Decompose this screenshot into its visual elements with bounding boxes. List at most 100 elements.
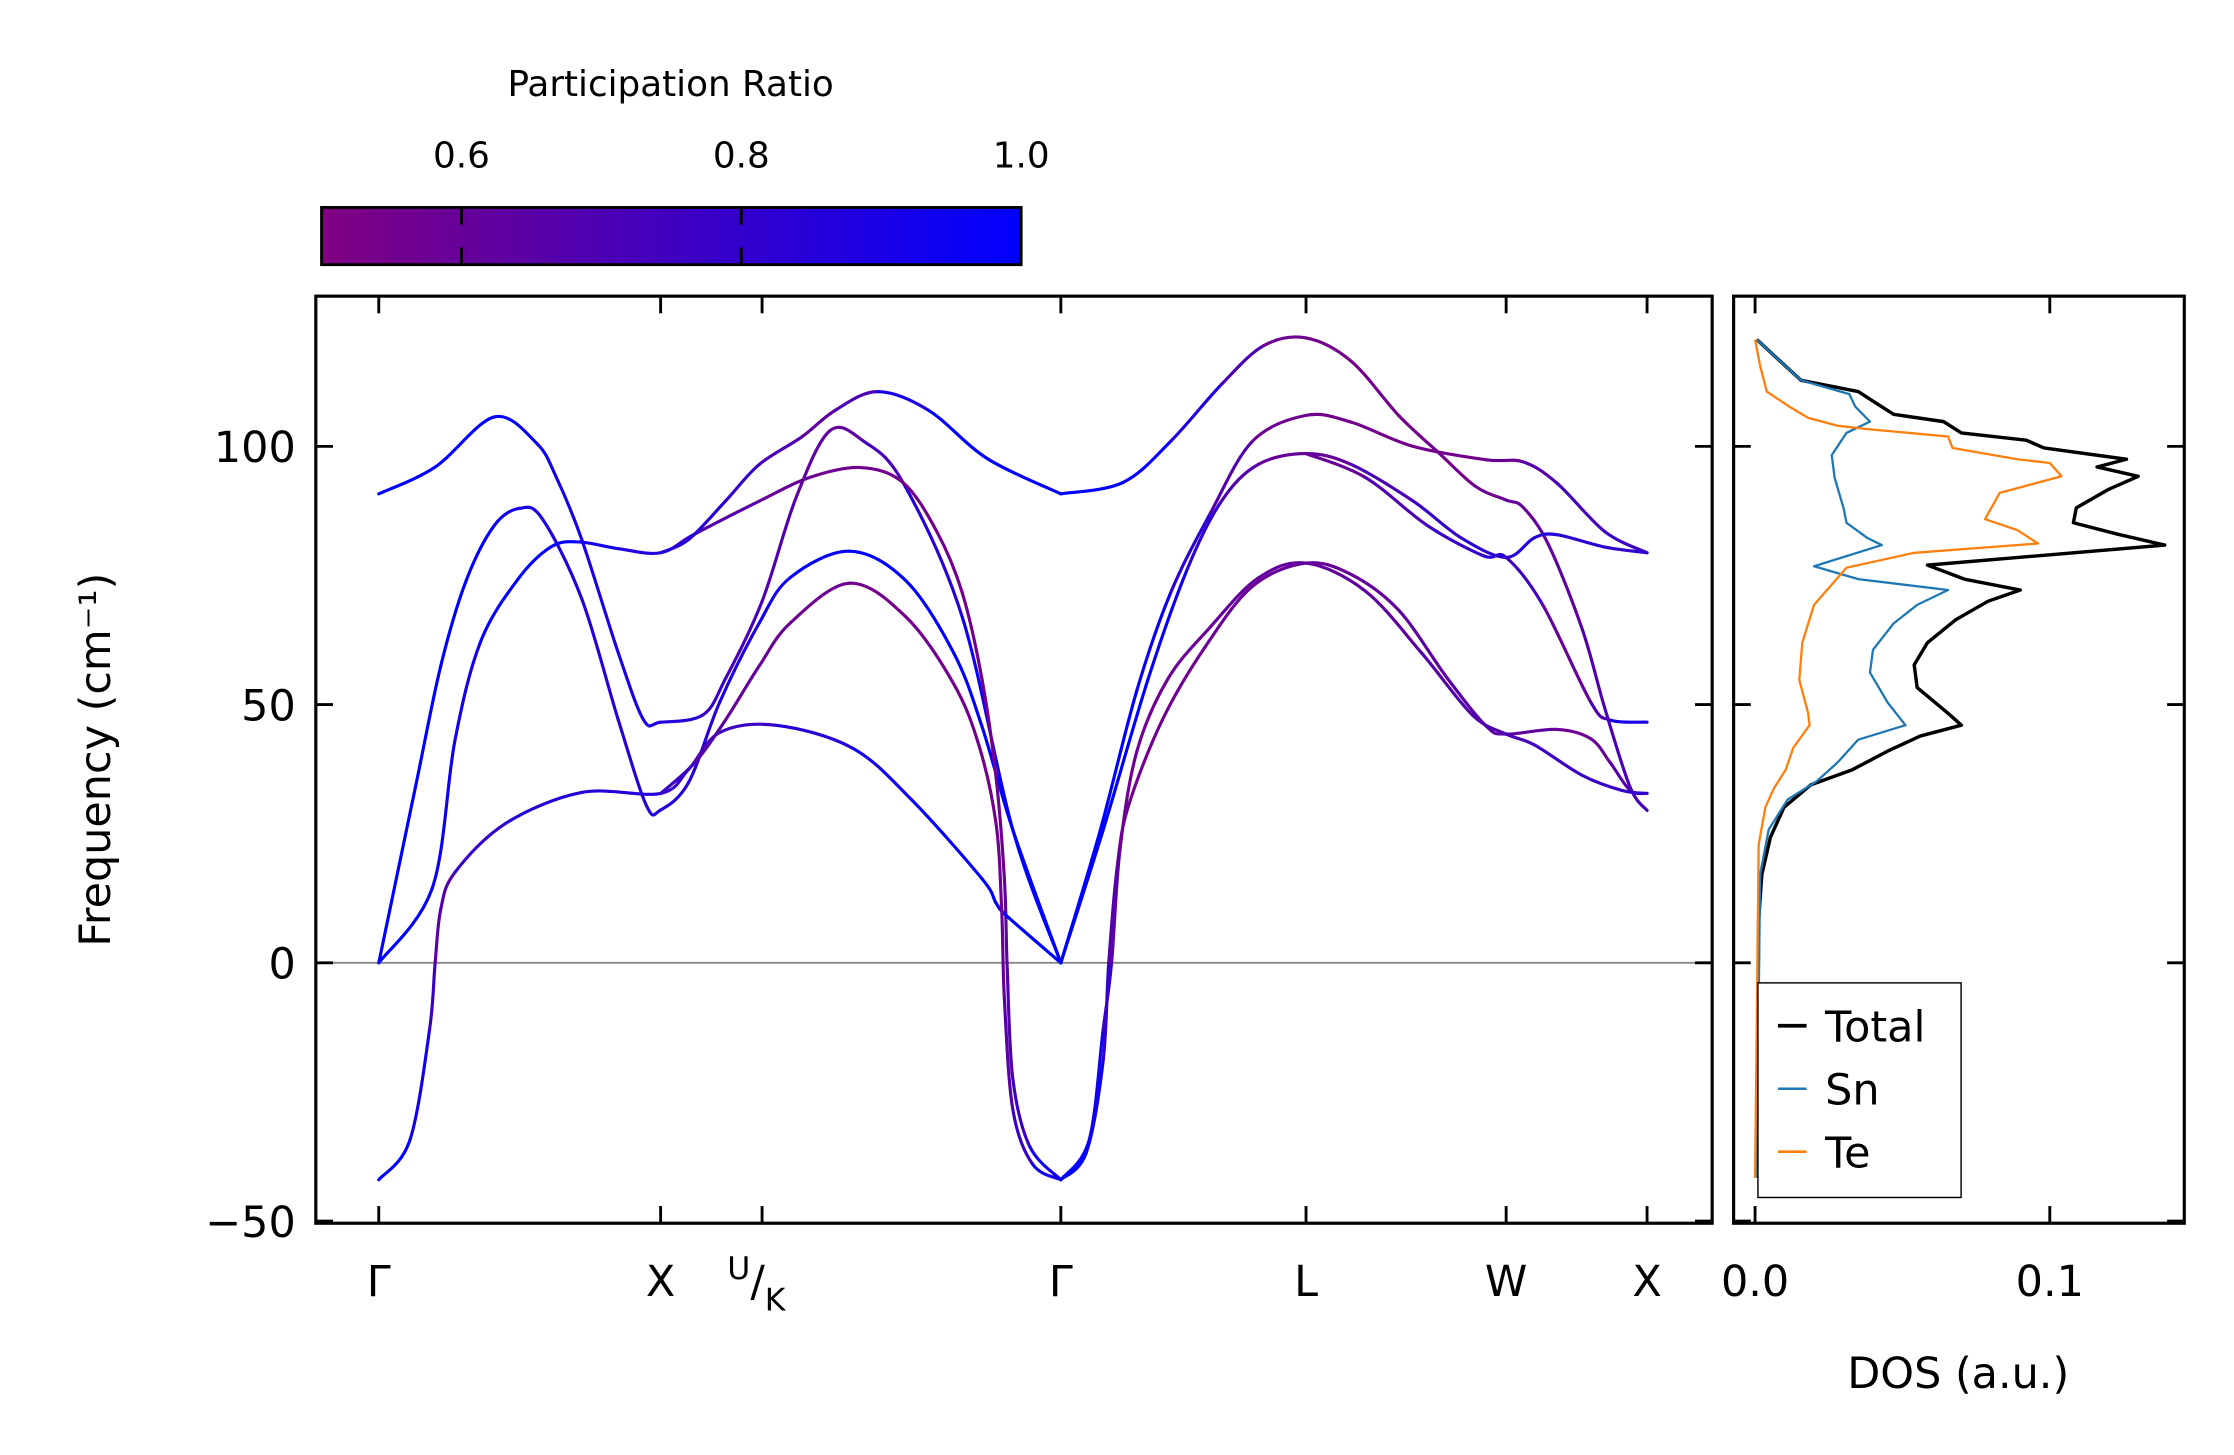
band-segment xyxy=(1504,498,1525,509)
band-segment xyxy=(1473,484,1508,502)
band-segment xyxy=(540,517,584,601)
band-segment xyxy=(413,664,443,789)
band-segment xyxy=(760,496,798,603)
band-segment xyxy=(439,579,468,668)
band-segment xyxy=(580,537,620,655)
main-axis-ticks: Γ X U/K Γ L W X 100 50 0 −50 xyxy=(205,296,1713,1319)
band-segment xyxy=(1580,627,1607,710)
band-segment xyxy=(909,798,984,881)
dos-curves xyxy=(1753,338,2167,1178)
band-segment xyxy=(408,1028,432,1143)
band-segment xyxy=(1470,713,1508,736)
band-segment xyxy=(1504,555,1545,607)
legend-label: Sn xyxy=(1825,1065,1879,1115)
legend-label: Te xyxy=(1824,1128,1870,1178)
band-segment xyxy=(1482,552,1508,559)
band-segment xyxy=(1589,737,1613,765)
band-segment xyxy=(788,549,852,580)
band-segment xyxy=(433,415,496,469)
band-segment xyxy=(935,530,964,595)
dos-x-tick-label: 0.1 xyxy=(2016,1257,2084,1307)
phonon-bands xyxy=(377,335,1649,1182)
band-segment xyxy=(430,739,457,890)
band-segment xyxy=(977,744,998,825)
band-segment xyxy=(687,499,728,541)
band-segment xyxy=(1555,481,1607,534)
band-segment xyxy=(1445,676,1488,728)
band-segment xyxy=(1504,536,1536,559)
band-segment xyxy=(723,599,764,681)
legend-entry: Total xyxy=(1777,1003,1925,1053)
band-segment xyxy=(1349,462,1415,503)
band-I2 xyxy=(1304,452,1649,724)
band-segment xyxy=(1118,749,1139,851)
band-segment xyxy=(723,664,761,722)
colorbar: Participation Ratio 0.6 0.8 1.0 xyxy=(320,64,1050,267)
band-segment xyxy=(960,590,984,681)
band-segment xyxy=(616,651,646,722)
band-segment xyxy=(994,821,1004,911)
band-segment xyxy=(1219,462,1260,503)
band-segment xyxy=(701,677,728,717)
band-segment xyxy=(850,746,914,802)
band-segment xyxy=(774,723,854,750)
band-segment xyxy=(901,480,939,534)
band-segment xyxy=(1011,828,1063,965)
band-segment xyxy=(1121,439,1173,485)
band-G xyxy=(1059,335,1649,813)
band-segment xyxy=(1169,382,1224,443)
band-segment xyxy=(692,718,728,765)
band-segment xyxy=(453,641,482,743)
band-segment xyxy=(1059,1138,1091,1182)
band-segment xyxy=(1363,475,1429,527)
main-axes-frame xyxy=(314,294,1714,1225)
band-segment xyxy=(828,425,866,443)
band-segment xyxy=(1087,1028,1105,1143)
band-segment xyxy=(1256,452,1308,467)
band-segment xyxy=(1532,743,1584,777)
y-axis-label: Frequency (cm⁻¹) xyxy=(71,573,121,947)
band-segment xyxy=(439,870,457,911)
band-segment xyxy=(980,677,998,779)
y-tick-label: 100 xyxy=(214,423,296,473)
band-segment xyxy=(1484,458,1525,464)
x-tick-label-sup: U xyxy=(727,1251,750,1287)
band-segment xyxy=(535,441,558,479)
band-segment xyxy=(723,462,761,503)
band-segment xyxy=(1555,727,1593,741)
band-segment xyxy=(1011,1077,1032,1149)
band-segment xyxy=(504,790,584,825)
colorbar-gradient xyxy=(320,206,1023,267)
band-segment xyxy=(518,505,544,521)
band-segment xyxy=(554,475,584,541)
band-segment xyxy=(1411,499,1463,540)
x-tick-label: W xyxy=(1485,1257,1527,1307)
y-tick-label: 50 xyxy=(241,681,296,731)
band-segment xyxy=(904,579,956,655)
band-segment xyxy=(1160,646,1207,722)
band-segment xyxy=(453,821,508,875)
band-segment xyxy=(1425,523,1486,558)
x-tick-label: Γ xyxy=(1049,1257,1073,1307)
legend: Total Sn Te xyxy=(1757,982,1962,1199)
band-segment xyxy=(1098,688,1139,832)
band-segment xyxy=(1580,773,1624,792)
dos-line-total xyxy=(1755,338,2167,1178)
band-segment xyxy=(1000,907,1007,1003)
band-segment xyxy=(952,682,981,748)
band-segment xyxy=(377,465,437,496)
band-segment xyxy=(926,408,990,461)
legend-entry: Sn xyxy=(1777,1065,1880,1115)
band-segment xyxy=(1546,542,1584,631)
band-segment xyxy=(580,789,663,796)
band-segment xyxy=(1208,439,1255,516)
band-segment xyxy=(377,1138,412,1182)
band-segment xyxy=(427,961,437,1032)
legend-box xyxy=(1757,982,1962,1199)
colorbar-ticks: 0.6 0.8 1.0 xyxy=(433,135,1050,265)
band-segment xyxy=(808,465,863,479)
band-segment xyxy=(692,499,761,536)
band-segment xyxy=(718,621,761,704)
band-segment xyxy=(1555,533,1607,549)
